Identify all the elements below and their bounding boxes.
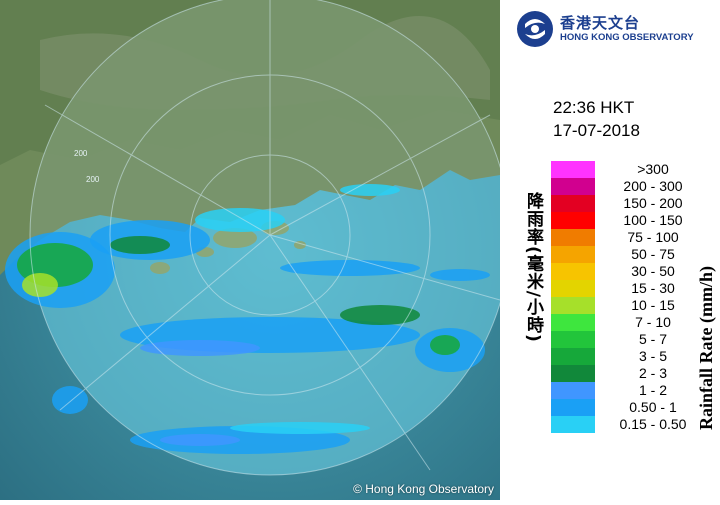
range-ring-label: 200 [74, 149, 88, 158]
rain-echo [230, 422, 370, 434]
legend-row: 15 - 30 [551, 280, 701, 297]
copyright-notice: © Hong Kong Observatory [353, 482, 494, 496]
legend-label: 30 - 50 [631, 263, 675, 279]
legend-swatch [551, 365, 595, 382]
rain-echo [140, 340, 260, 356]
rain-echoes [5, 184, 490, 454]
rainfall-legend: >300 200 - 300 150 - 200 100 - 150 75 - 100 5… [551, 161, 701, 433]
legend-label: 200 - 300 [623, 178, 683, 194]
legend-swatch [551, 178, 595, 195]
radar-map: 200 200 © Hong Kong Observatory [0, 0, 500, 500]
rain-echo [340, 305, 420, 325]
legend-swatch [551, 331, 595, 348]
legend-label: 0.15 - 0.50 [619, 416, 687, 432]
rain-echo [160, 434, 240, 446]
legend-row: 0.50 - 1 [551, 399, 701, 416]
legend-row: 1 - 2 [551, 382, 701, 399]
legend-swatch [551, 399, 595, 416]
radar-map-canvas: 200 200 [0, 0, 500, 500]
legend-label: 50 - 75 [631, 246, 675, 262]
legend-row: 2 - 3 [551, 365, 701, 382]
range-ring-label: 200 [86, 175, 100, 184]
legend-row: 75 - 100 [551, 229, 701, 246]
legend-title-english: Rainfall Rate (mm/h) [696, 266, 716, 430]
legend-swatch [551, 348, 595, 365]
hko-emblem-icon [517, 11, 553, 47]
legend-swatch [551, 297, 595, 314]
rain-echo [430, 335, 460, 355]
legend-label: 3 - 5 [638, 348, 667, 364]
legend-row: 0.15 - 0.50 [551, 416, 701, 433]
legend-label: 7 - 10 [635, 314, 671, 330]
logo-chinese-name: 香港天文台 [560, 14, 641, 32]
legend-title-chinese: 降雨率(毫米/小時) [523, 192, 543, 343]
legend-swatch [551, 161, 595, 178]
legend-row: 10 - 15 [551, 297, 701, 314]
legend-swatch [551, 263, 595, 280]
rain-echo [22, 273, 58, 297]
legend-label: 100 - 150 [623, 212, 683, 228]
legend-row: 30 - 50 [551, 263, 701, 280]
timestamp-time: 22:36 HKT [553, 98, 635, 117]
legend-row: 200 - 300 [551, 178, 701, 195]
hko-logo: 香港天文台 HONG KONG OBSERVATORY [516, 8, 716, 52]
legend-swatch [551, 416, 595, 433]
legend-label: >300 [637, 161, 669, 177]
islands [150, 221, 306, 274]
legend-row: 7 - 10 [551, 314, 701, 331]
legend-label: 2 - 3 [638, 365, 667, 381]
legend-swatch [551, 280, 595, 297]
legend-swatch [551, 212, 595, 229]
logo-english-name: HONG KONG OBSERVATORY [560, 32, 694, 43]
legend-label: 5 - 7 [638, 331, 667, 347]
legend-label: 0.50 - 1 [629, 399, 677, 415]
rain-echo [430, 269, 490, 281]
legend-row: 150 - 200 [551, 195, 701, 212]
legend-swatch [551, 314, 595, 331]
legend-label: 1 - 2 [638, 382, 667, 398]
legend-row: >300 [551, 161, 701, 178]
timestamp: 22:36 HKT 17-07-2018 [553, 96, 640, 142]
legend-label: 10 - 15 [631, 297, 675, 313]
legend-swatch [551, 229, 595, 246]
legend-row: 100 - 150 [551, 212, 701, 229]
legend-label: 15 - 30 [631, 280, 675, 296]
legend-row: 50 - 75 [551, 246, 701, 263]
rain-echo [110, 236, 170, 254]
legend-label: 150 - 200 [623, 195, 683, 211]
legend-swatch [551, 195, 595, 212]
range-rings [29, 0, 500, 476]
rain-echo [195, 208, 285, 232]
legend-row: 3 - 5 [551, 348, 701, 365]
legend-swatch [551, 246, 595, 263]
rain-echo [340, 184, 400, 196]
rain-echo [52, 386, 88, 414]
rain-echo [280, 260, 420, 276]
legend-swatch [551, 382, 595, 399]
timestamp-date: 17-07-2018 [553, 121, 640, 140]
legend-row: 5 - 7 [551, 331, 701, 348]
legend-label: 75 - 100 [627, 229, 679, 245]
